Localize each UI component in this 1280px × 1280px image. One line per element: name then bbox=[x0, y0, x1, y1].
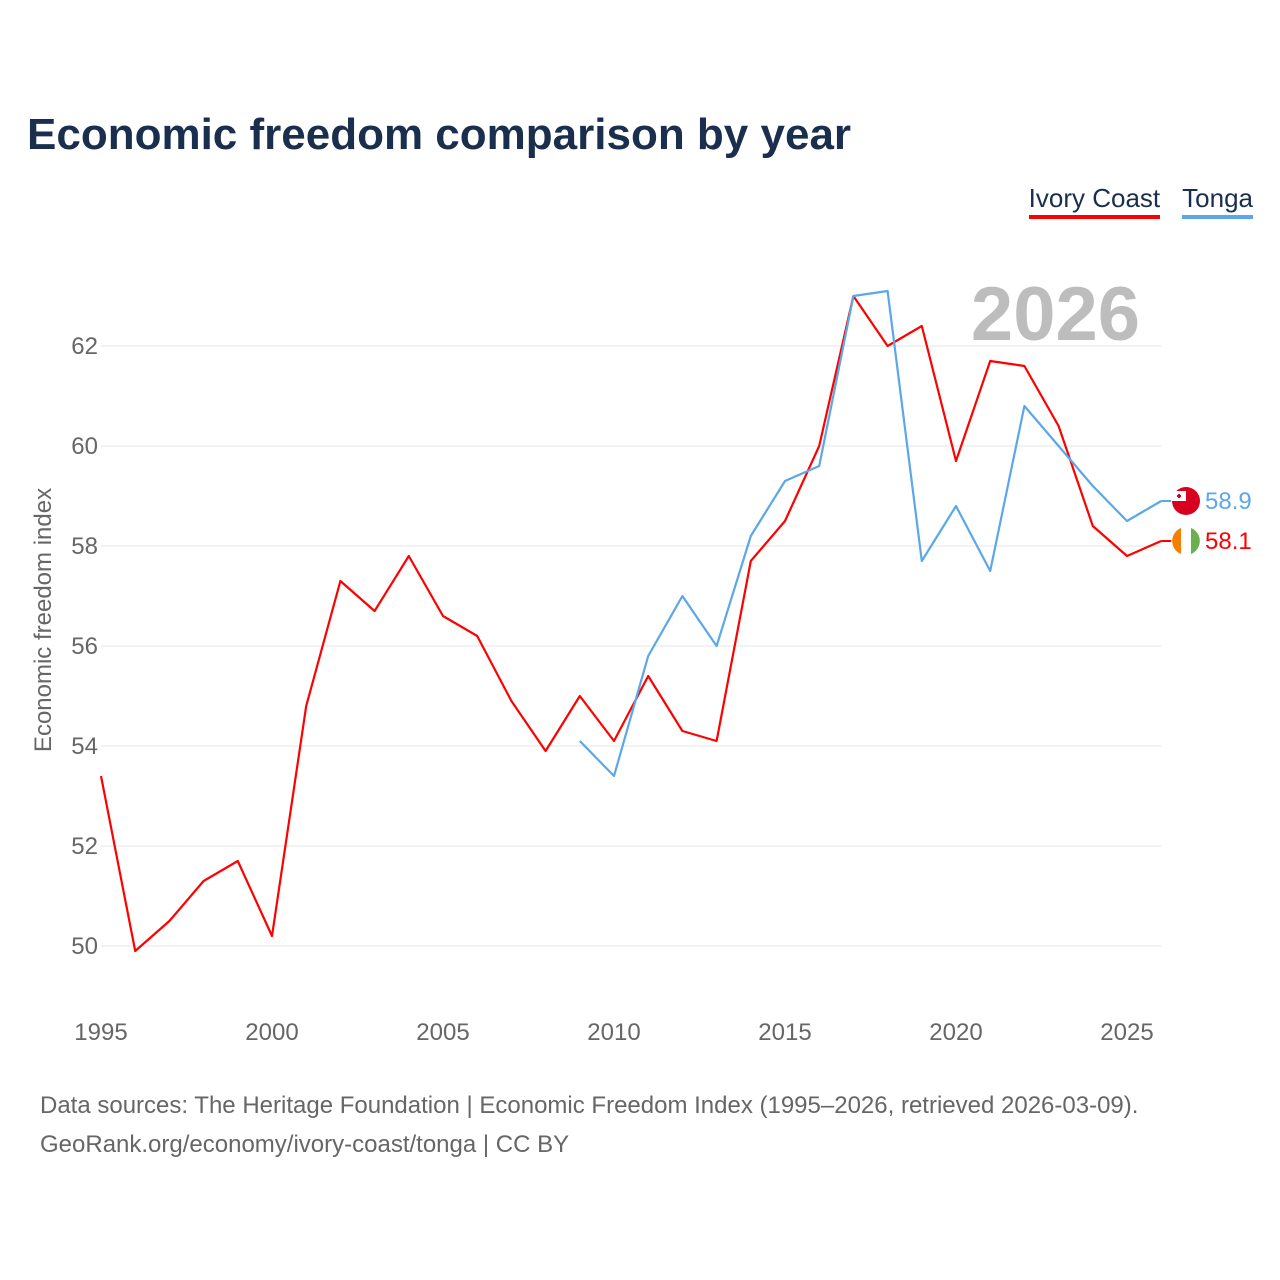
x-tick-label: 2015 bbox=[758, 1019, 811, 1046]
flag-orange bbox=[1172, 528, 1181, 554]
chart-title: Economic freedom comparison by year bbox=[27, 110, 852, 159]
x-tick-label: 2025 bbox=[1100, 1019, 1153, 1046]
footer: Data sources: The Heritage Foundation | … bbox=[40, 1086, 1138, 1164]
x-tick-label: 2010 bbox=[587, 1019, 640, 1046]
y-tick-label: 54 bbox=[71, 733, 98, 760]
y-tick-label: 58 bbox=[71, 533, 98, 560]
flag-green bbox=[1191, 528, 1200, 554]
series-line-ivory-coast bbox=[99, 294, 1162, 953]
x-tick-label: 2005 bbox=[416, 1019, 469, 1046]
end-value-label: 58.1 bbox=[1205, 528, 1252, 555]
x-tick-label: 2000 bbox=[245, 1019, 298, 1046]
series-line-tonga bbox=[579, 289, 1162, 778]
y-tick-label: 52 bbox=[71, 833, 98, 860]
end-value-label: 58.9 bbox=[1205, 488, 1252, 515]
legend-tonga[interactable]: Tonga bbox=[1182, 183, 1253, 219]
year-watermark: 2026 bbox=[971, 272, 1140, 357]
flag-cross bbox=[1178, 494, 1180, 498]
y-tick-label: 50 bbox=[71, 933, 98, 960]
y-tick-label: 60 bbox=[71, 433, 98, 460]
x-tick-label: 1995 bbox=[74, 1019, 127, 1046]
legend: Ivory Coast Tonga bbox=[1028, 183, 1253, 219]
y-tick-label: 62 bbox=[71, 333, 98, 360]
url-text: GeoRank.org/economy/ivory-coast/tonga | … bbox=[40, 1131, 570, 1158]
y-tick-label: 56 bbox=[71, 633, 98, 660]
source-text: Data sources: The Heritage Foundation | … bbox=[40, 1092, 1139, 1119]
legend-ivory-coast[interactable]: Ivory Coast bbox=[1028, 183, 1161, 219]
y-axis-label: Economic freedom index bbox=[30, 488, 57, 752]
x-tick-label: 2020 bbox=[929, 1019, 982, 1046]
